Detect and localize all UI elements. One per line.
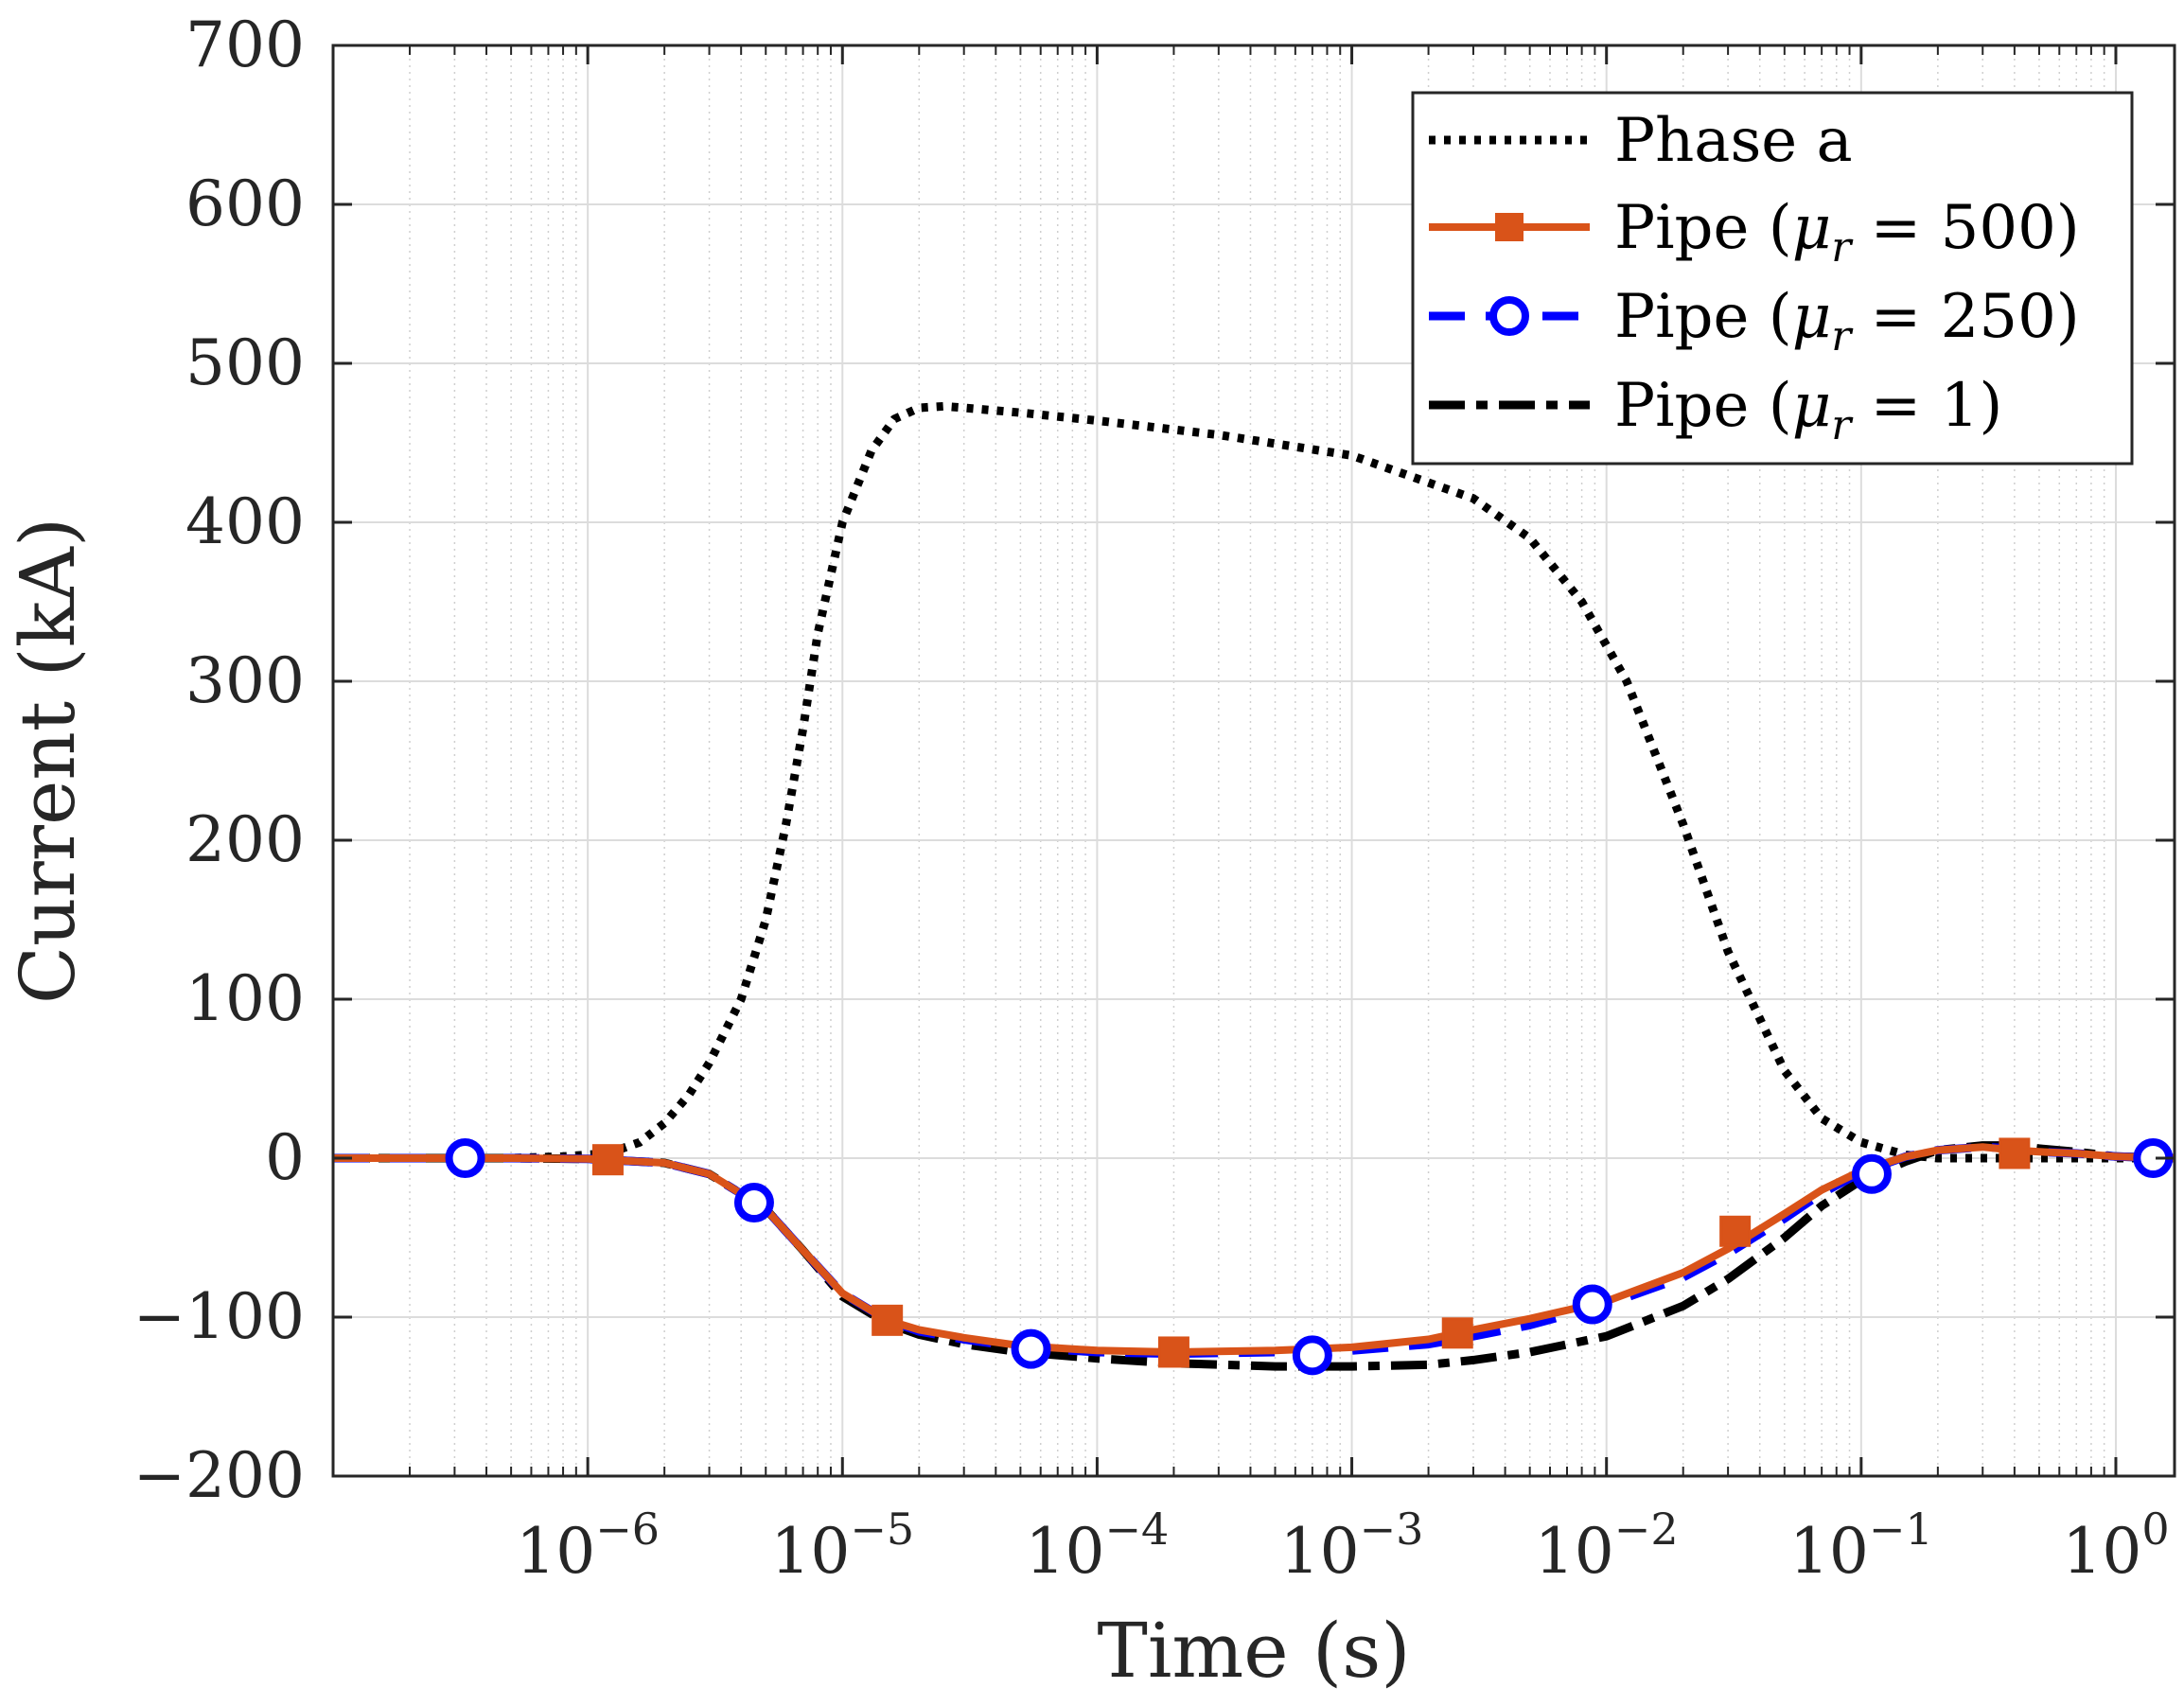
legend-label-2: Pipe (μr = 500) (1614, 193, 2080, 272)
marker-square (1999, 1137, 2031, 1170)
x-tick-label: 10−4 (1026, 1504, 1170, 1588)
y-axis-title: Current (kA) (4, 518, 92, 1004)
legend-label-4: Pipe (μr = 1) (1614, 371, 2002, 449)
legend: Phase a Pipe (μr = 500) Pipe (μr = 250) Pip… (1411, 91, 2134, 466)
legend-label-3: Pipe (μr = 250) (1614, 282, 2080, 361)
y-tick-label: 400 (185, 485, 305, 558)
x-tick-labels: 10−6 10−5 10−4 10−3 10−2 10−1 100 (516, 1504, 2169, 1588)
legend-marker-square (1495, 213, 1524, 241)
legend-entries: Phase a Pipe (μr = 500) Pipe (μr = 250) Pip… (1429, 106, 2080, 449)
legend-label-1: Phase a (1614, 106, 1853, 176)
x-tick-label: 10−3 (1280, 1504, 1424, 1588)
marker-square (1441, 1317, 1473, 1349)
y-tick-label: 700 (185, 9, 305, 81)
marker-circle (1292, 1335, 1332, 1376)
y-tick-label: −100 (133, 1280, 305, 1353)
y-tick-label: 600 (185, 167, 305, 240)
marker-circle (1572, 1284, 1612, 1325)
x-axis-title: Time (s) (1097, 1607, 1410, 1695)
x-tick-label: 10−1 (1789, 1504, 1933, 1588)
x-tick-label: 10−5 (770, 1504, 914, 1588)
marker-circle (1011, 1328, 1051, 1369)
y-tick-label: 200 (185, 803, 305, 876)
marker-circle (445, 1138, 485, 1178)
plot-frame (331, 44, 2176, 1478)
legend-marker-circle (1489, 296, 1529, 336)
y-tick-labels: 700 600 500 400 300 200 100 0 −100 −200 (133, 9, 305, 1512)
x-tick-label: 10−2 (1535, 1504, 1679, 1588)
markers-layer (445, 1137, 2174, 1376)
marker-square (1719, 1215, 1752, 1247)
marker-square (591, 1144, 624, 1176)
marker-square (1157, 1336, 1189, 1368)
x-tick-label: 10−6 (516, 1504, 660, 1588)
marker-square (872, 1304, 904, 1336)
marker-circle (1851, 1153, 1892, 1194)
y-tick-label: 100 (185, 962, 305, 1035)
y-tick-label: 0 (265, 1121, 305, 1194)
series-line-1 (333, 401, 2175, 1163)
x-tick-label: 100 (2062, 1504, 2169, 1588)
y-tick-label: 500 (185, 326, 305, 399)
y-tick-label: 300 (185, 644, 305, 717)
ticks-layer (333, 44, 2175, 1478)
series-layer (333, 401, 2175, 1371)
series-line-2 (333, 1143, 2175, 1356)
marker-circle (733, 1183, 774, 1223)
y-tick-label: −200 (133, 1439, 305, 1512)
